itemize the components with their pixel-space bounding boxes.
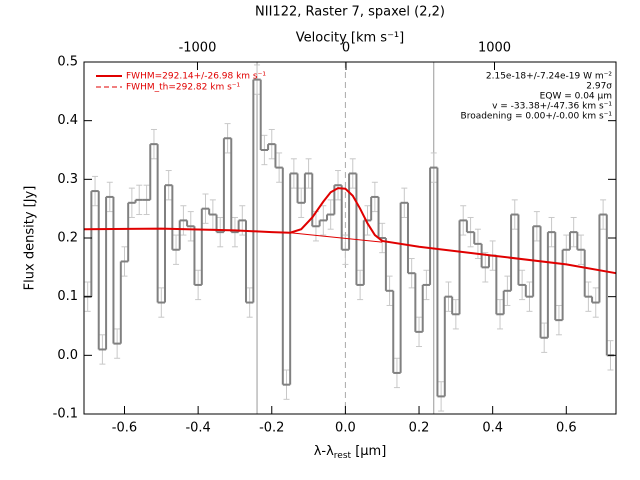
x2-tick-label: 0 xyxy=(342,41,350,56)
x2-axis-label: Velocity [km s⁻¹] xyxy=(296,31,404,46)
x-tick-label: -0.4 xyxy=(185,421,210,436)
legend-label: FWHM=292.14+/-26.98 km s⁻¹ xyxy=(126,72,266,82)
y-axis-label: Flux density [Jy] xyxy=(23,186,38,291)
fit-line xyxy=(83,187,617,275)
x-tick-label: 0.6 xyxy=(556,421,577,436)
y-tick-label: 0.4 xyxy=(57,113,78,128)
x-axis-label: λ-λrest [μm] xyxy=(314,444,387,461)
y-tick-label: 0.5 xyxy=(57,55,78,70)
fit-line xyxy=(290,232,383,243)
chart-title: NII122, Raster 7, spaxel (2,2) xyxy=(255,5,445,20)
x-tick-label: 0.0 xyxy=(335,421,356,436)
x-tick-label: -0.2 xyxy=(259,421,284,436)
x-label-tail: [μm] xyxy=(351,444,386,459)
annotation: Broadening = 0.00+/-0.00 km s⁻¹ xyxy=(461,112,613,122)
annotation: EQW = 0.04 μm xyxy=(540,92,612,102)
x-tick-label: -0.6 xyxy=(112,421,137,436)
x-tick-label: 0.4 xyxy=(482,421,503,436)
y-tick-label: 0.3 xyxy=(57,172,78,187)
annotation: v = -33.38+/-47.36 km s⁻¹ xyxy=(492,102,612,112)
legend-label: FWHM_th=292.82 km s⁻¹ xyxy=(126,83,241,93)
x2-tick-label: 1000 xyxy=(478,41,511,56)
y-tick-label: 0.1 xyxy=(57,289,78,304)
annotation: 2.97σ xyxy=(586,82,612,92)
y-tick-label: -0.1 xyxy=(53,407,78,422)
x-label-main: λ-λ xyxy=(314,444,334,459)
x-tick-label: 0.2 xyxy=(409,421,430,436)
annotation: 2.15e-18+/-7.24e-19 W m⁻² xyxy=(486,72,613,82)
y-tick-label: 0.0 xyxy=(57,348,78,363)
x2-tick-label: -1000 xyxy=(179,41,217,56)
x-label-sub: rest xyxy=(334,451,352,461)
y-tick-label: 0.2 xyxy=(57,231,78,246)
